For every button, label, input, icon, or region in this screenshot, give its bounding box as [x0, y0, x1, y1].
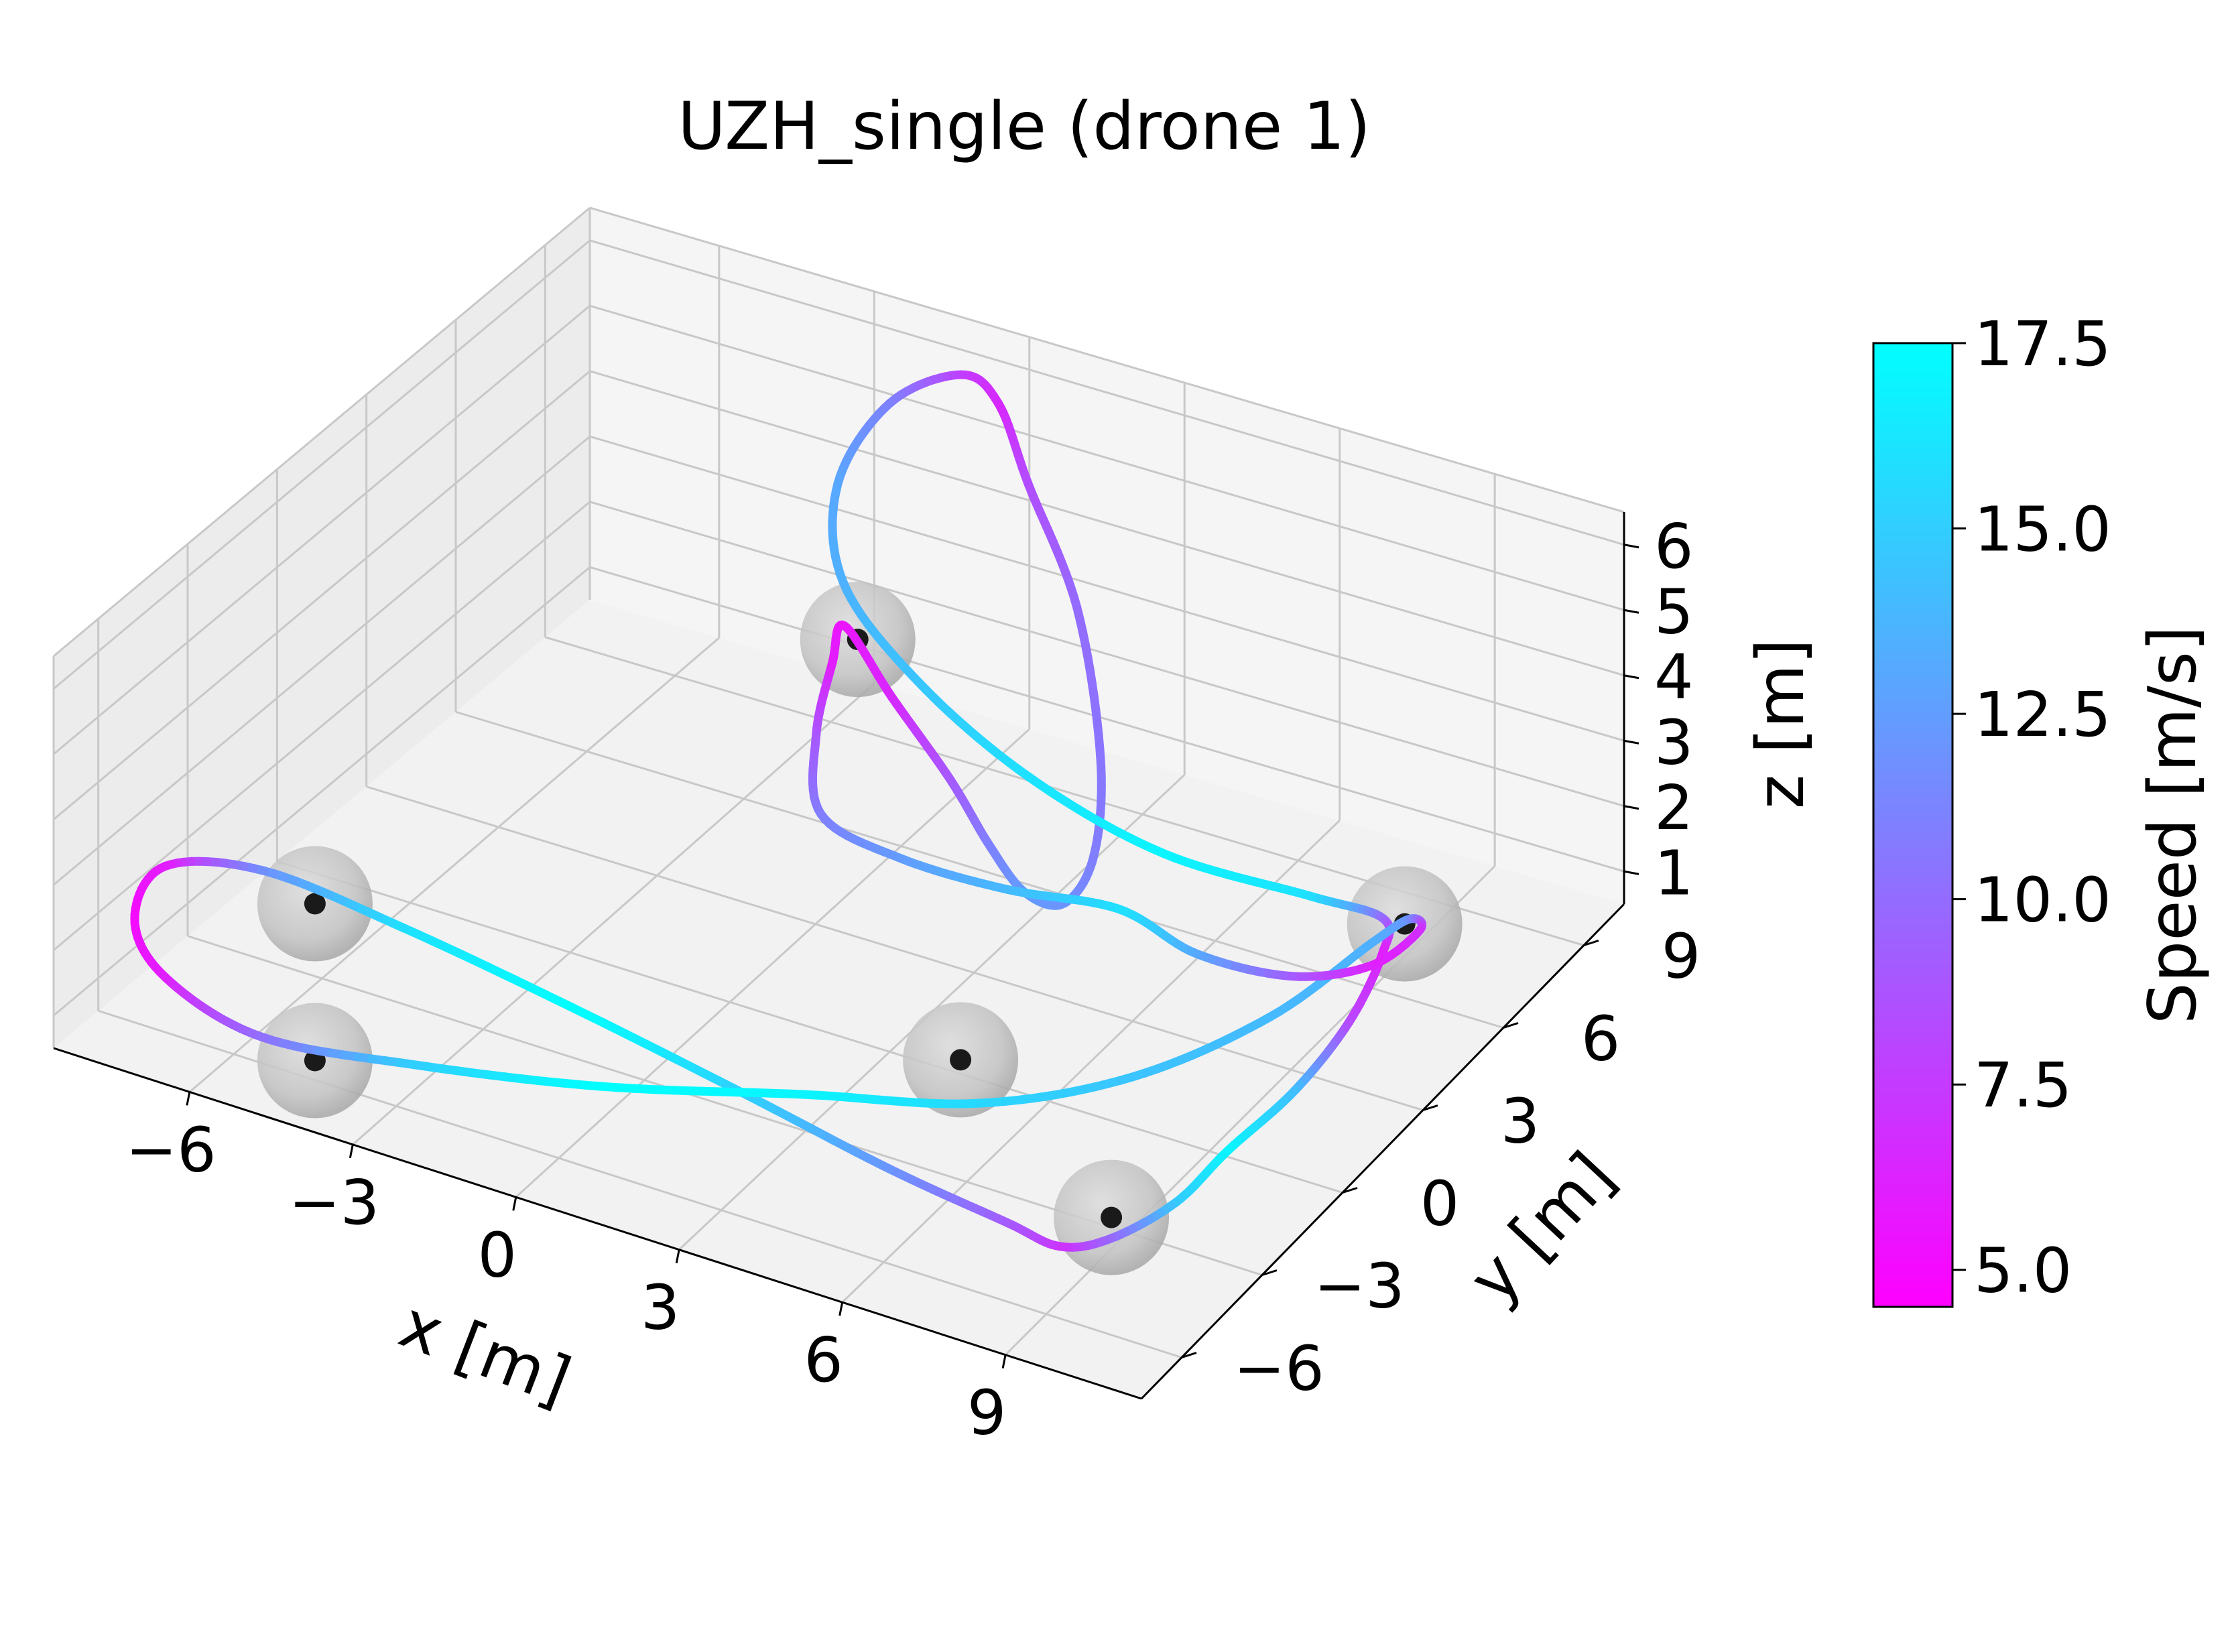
- y-tick-label: 9: [1662, 921, 1701, 993]
- y-tick-label: −6: [1233, 1333, 1324, 1405]
- z-tick-mark: [1624, 871, 1639, 874]
- z-tick-mark: [1624, 676, 1639, 678]
- x-tick-mark: [187, 1092, 190, 1105]
- colorbar-tick-label: 10.0: [1974, 865, 2111, 936]
- gate-center-point: [1101, 1207, 1122, 1228]
- x-tick-mark: [676, 1250, 679, 1263]
- y-tick-label: 0: [1420, 1168, 1460, 1240]
- z-tick-label: 3: [1654, 706, 1694, 778]
- x-tick-label: −6: [125, 1114, 216, 1186]
- z-tick-label: 4: [1654, 641, 1694, 713]
- z-tick-label: 5: [1654, 576, 1694, 647]
- z-axis-label: z [m]: [1743, 639, 1819, 810]
- x-tick-mark: [840, 1302, 843, 1316]
- x-tick-label: −3: [288, 1167, 379, 1238]
- colorbar: 5.0 7.5 10.0 12.5 15.0 17.5 Speed [m/s]: [1873, 308, 2211, 1307]
- colorbar-label: Speed [m/s]: [2135, 626, 2211, 1024]
- colorbar-gradient: [1873, 343, 1952, 1307]
- x-axis-label: x [m]: [390, 1286, 581, 1420]
- colorbar-tick-label: 17.5: [1974, 308, 2111, 380]
- x-tick-label: 3: [641, 1272, 680, 1344]
- z-tick-mark: [1624, 806, 1639, 809]
- y-axis-label: y [m]: [1454, 1138, 1629, 1318]
- z-tick-label: 1: [1654, 837, 1694, 909]
- trajectory-segment: [843, 625, 845, 626]
- x-tick-mark: [513, 1197, 516, 1210]
- colorbar-tick-label: 5.0: [1974, 1235, 2072, 1307]
- z-tick-label: 2: [1654, 772, 1694, 844]
- gate-center-point: [950, 1049, 971, 1070]
- chart-title: UZH_single (drone 1): [678, 88, 1371, 165]
- colorbar-ticks: 5.0 7.5 10.0 12.5 15.0 17.5: [1952, 308, 2111, 1307]
- x-tick-label: 0: [478, 1219, 517, 1291]
- z-tick-mark: [1624, 610, 1639, 613]
- z-tick-mark: [1624, 741, 1639, 743]
- x-tick-mark: [350, 1145, 353, 1158]
- z-tick-mark: [1624, 545, 1639, 548]
- x-tick-mark: [1003, 1355, 1005, 1369]
- colorbar-tick-label: 7.5: [1974, 1050, 2072, 1121]
- x-tick-label: 9: [967, 1377, 1007, 1449]
- colorbar-tick-label: 15.0: [1974, 494, 2111, 566]
- y-tick-label: −3: [1314, 1251, 1405, 1322]
- colorbar-tick-label: 12.5: [1974, 679, 2111, 751]
- z-tick-label: 6: [1654, 511, 1694, 582]
- x-tick-label: 6: [804, 1324, 843, 1396]
- y-tick-label: 6: [1581, 1003, 1621, 1075]
- y-tick-label: 3: [1501, 1086, 1540, 1157]
